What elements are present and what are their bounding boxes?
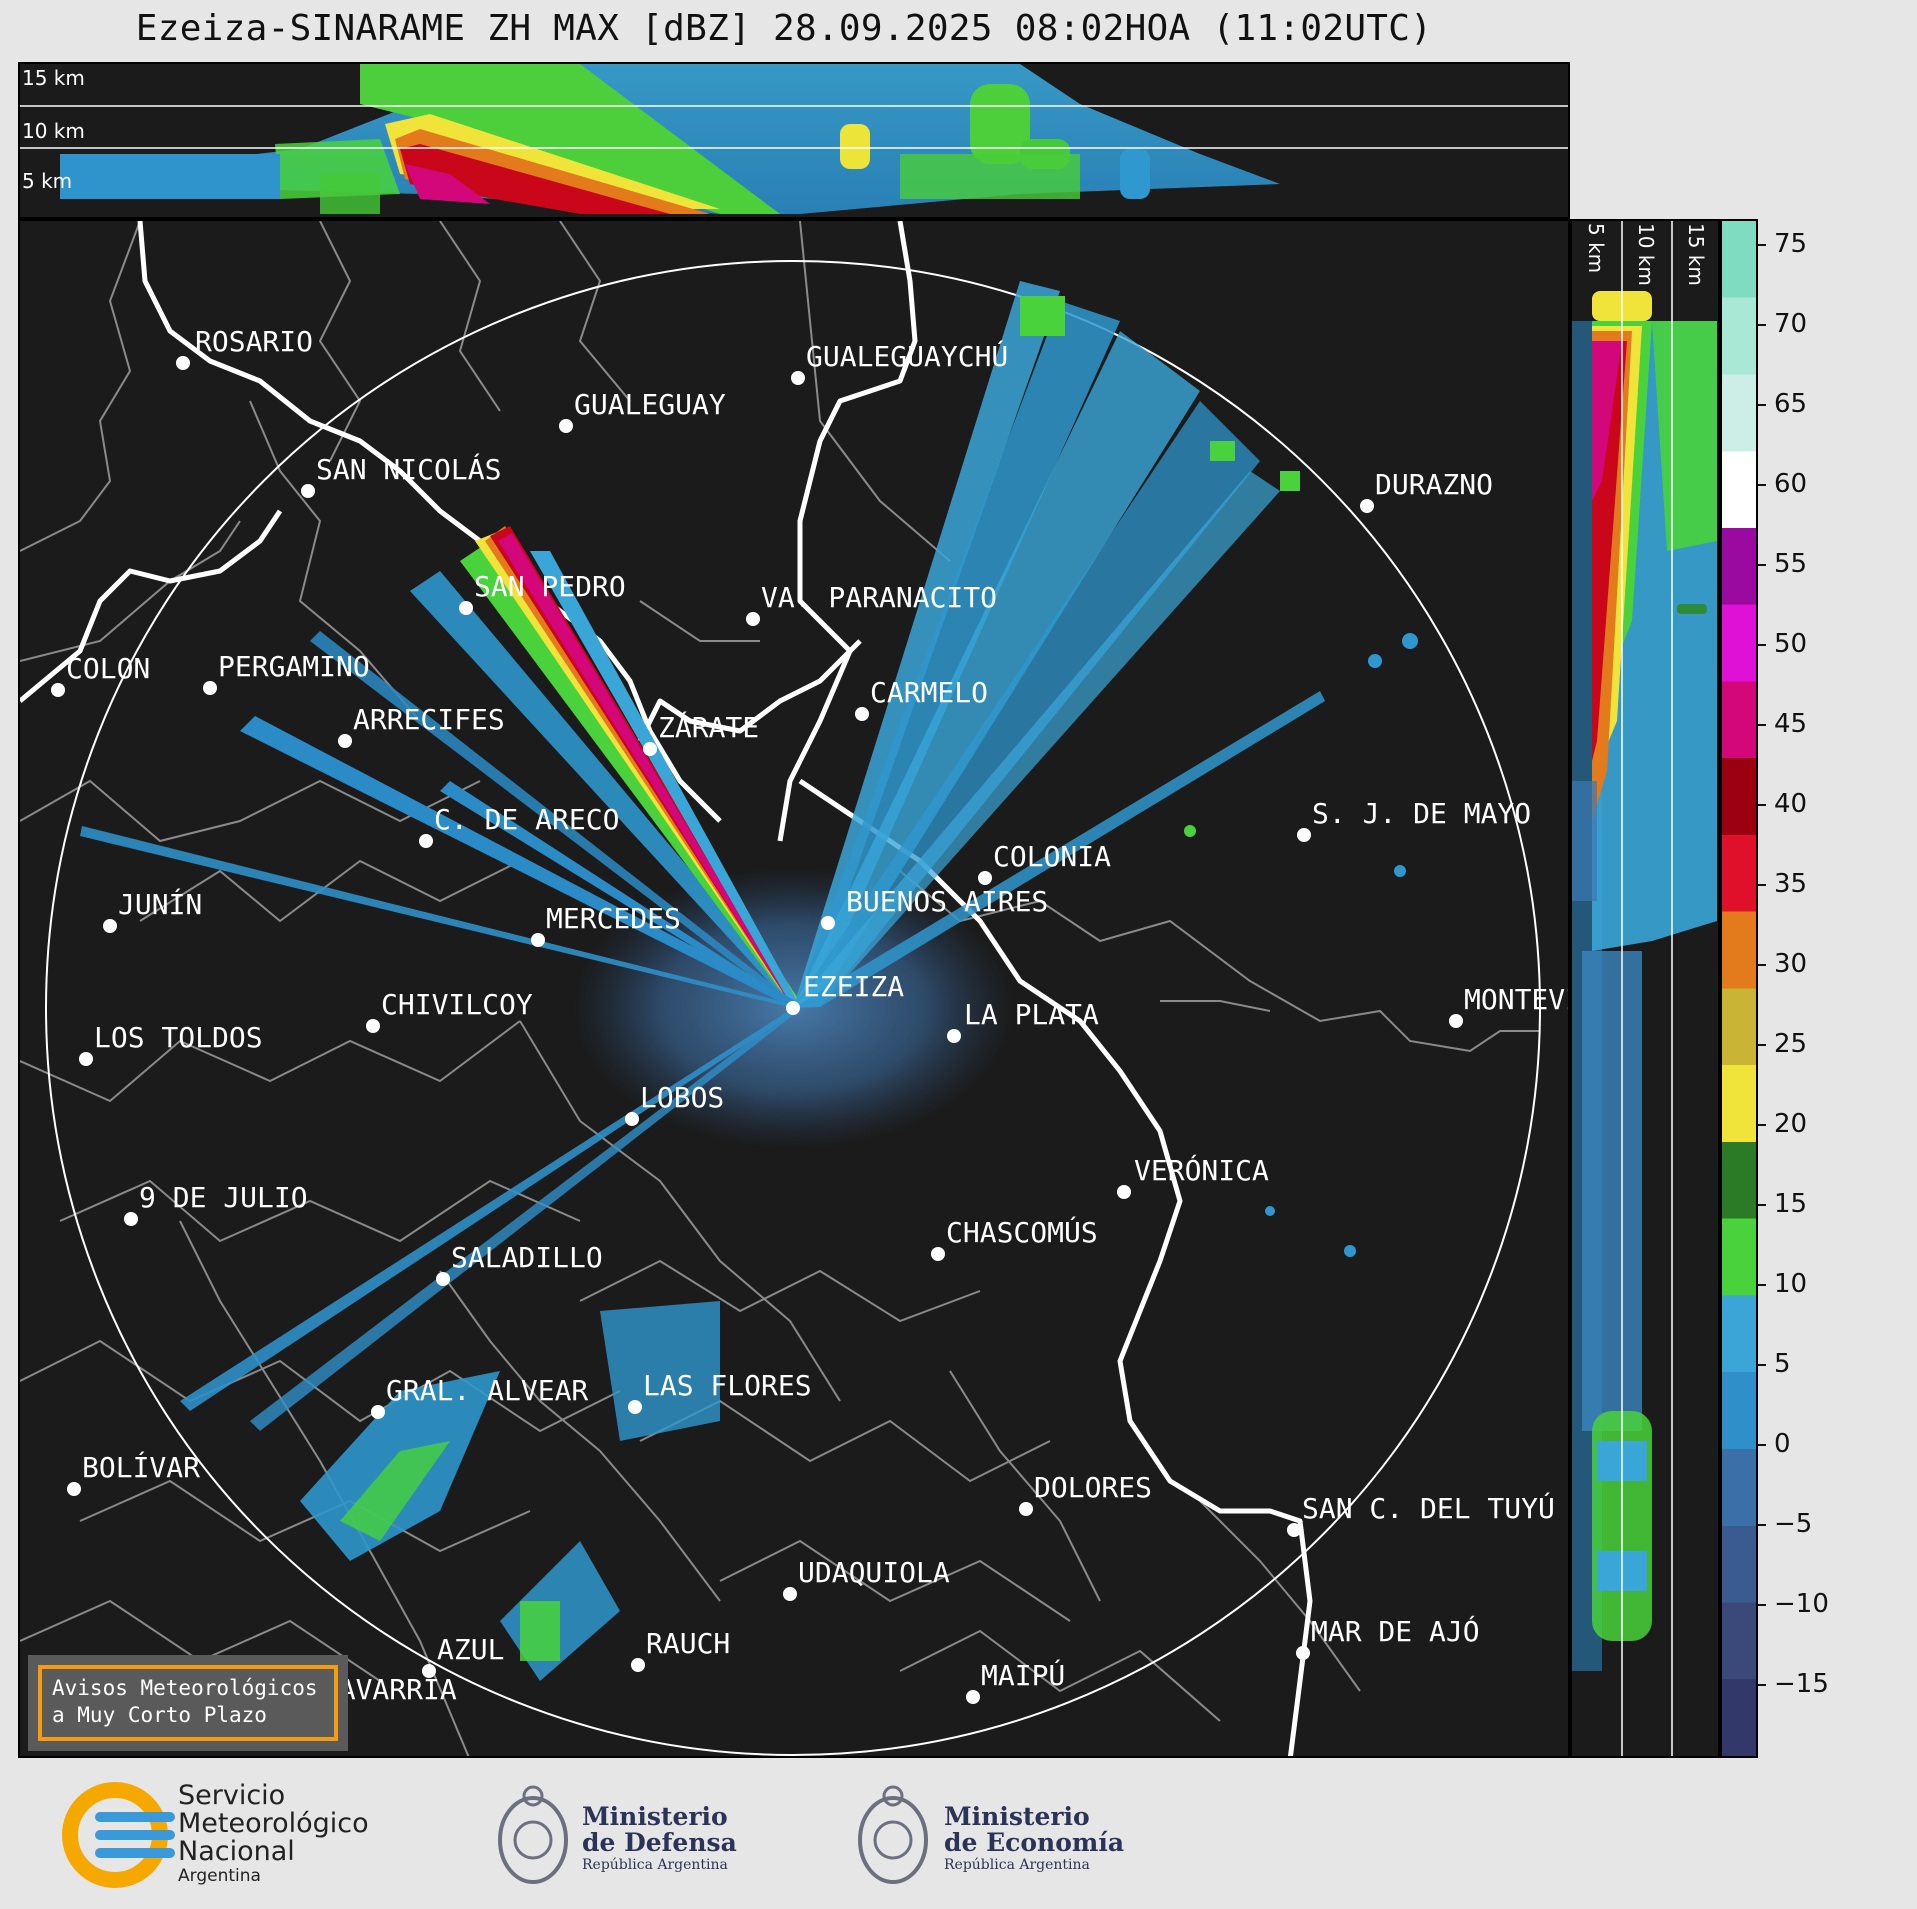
colorbar-tick: 30 — [1757, 949, 1807, 979]
side-height-label-15km: 15 km — [1684, 223, 1708, 286]
smn-logo-icon — [62, 1782, 175, 1888]
chart-title: Ezeiza-SINARAME ZH MAX [dBZ] 28.09.2025 … — [135, 8, 1433, 49]
city-label: ZÁRATE — [658, 710, 759, 744]
coastline-rivers — [20, 221, 1313, 1756]
city-label: CHASCOMÚS — [946, 1215, 1098, 1249]
colorbar-tick: 10 — [1757, 1269, 1807, 1299]
city-label: COLON — [66, 652, 150, 685]
city-label: BOLÍVAR — [82, 1450, 200, 1484]
district-boundaries — [20, 221, 1540, 1756]
city-label: 9 DE JULIO — [139, 1181, 308, 1214]
side-profile-graphic — [1572, 221, 1717, 1756]
city-label: MAIPÚ — [981, 1658, 1065, 1692]
city-label: JUNÍN — [118, 887, 202, 921]
city-label: LA PLATA — [964, 998, 1099, 1031]
city-label: ARRECIFES — [353, 703, 505, 736]
colorbar-tick: −15 — [1758, 1669, 1829, 1699]
city-label: VERÓNICA — [1134, 1153, 1269, 1187]
city-label: UDAQUIOLA — [798, 1556, 950, 1589]
colorbar-tick: 20 — [1757, 1109, 1807, 1139]
economia-seal-icon — [858, 1785, 928, 1884]
city-label: SAN C. DEL TUYÚ — [1302, 1491, 1555, 1525]
city-label: MERCEDES — [546, 902, 681, 935]
city-label: S. J. DE MAYO — [1312, 797, 1531, 830]
avisos-line2: a Muy Corto Plazo — [52, 1703, 267, 1727]
vertical-cross-section-side: 5 km 10 km 15 km — [1570, 219, 1720, 1758]
side-height-label-10km: 10 km — [1634, 223, 1658, 286]
smn-logo-text: Servicio Meteorológico Nacional Argentin… — [178, 1780, 369, 1887]
colorbar-tick: 65 — [1757, 389, 1807, 419]
vertical-cross-section-top: 15 km 10 km 5 km — [18, 62, 1570, 219]
defensa-seal-icon — [498, 1785, 568, 1884]
footer-logos-graphic — [62, 1782, 928, 1888]
colorbar-tick: 0 — [1758, 1429, 1791, 1459]
economia-logo-text: Ministerio de Economía República Argenti… — [944, 1802, 1125, 1874]
colorbar-tick: 60 — [1757, 469, 1807, 499]
colorbar-tick: −5 — [1757, 1509, 1812, 1539]
city-label: EZEIZA — [803, 970, 904, 1003]
radar-map-graphic: ROSARIO GUALEGUAYCHÚ GUALEGUAY SAN NICOL… — [20, 221, 1570, 1756]
range-ring — [45, 260, 1541, 1756]
city-label: AZUL — [437, 1633, 504, 1666]
city-label: LOBOS — [640, 1081, 724, 1114]
city-label: PERGAMINO — [218, 650, 370, 683]
city-label: CHIVILCOY — [381, 988, 533, 1021]
city-label: C. DE ARECO — [434, 803, 619, 836]
city-label: ROSARIO — [195, 325, 313, 358]
city-label: BUENOS AIRES — [846, 885, 1048, 918]
city-label: DURAZNO — [1375, 468, 1493, 501]
defensa-logo-text: Ministerio de Defensa República Argentin… — [582, 1802, 737, 1874]
dbz-colorbar — [1720, 219, 1758, 1758]
footer: Servicio Meteorológico Nacional Argentin… — [0, 1760, 1917, 1909]
city-label: CARMELO — [870, 676, 988, 709]
city-label: GUALEGUAY — [574, 388, 726, 421]
city-label: GRAL. ALVEAR — [386, 1374, 588, 1407]
colorbar-tick: 35 — [1757, 869, 1807, 899]
colorbar-tick: 55 — [1757, 549, 1807, 579]
city-label: SAN NICOLÁS — [316, 452, 501, 486]
height-label-5km: 5 km — [22, 169, 73, 193]
top-profile-graphic — [20, 64, 1568, 214]
radar-map: ROSARIO GUALEGUAYCHÚ GUALEGUAY SAN NICOL… — [18, 219, 1570, 1758]
colorbar-tick: 45 — [1757, 709, 1807, 739]
height-label-15km: 15 km — [22, 66, 85, 90]
height-label-10km: 10 km — [22, 119, 85, 143]
colorbar-tick: 75 — [1757, 229, 1807, 259]
city-label: DOLORES — [1034, 1471, 1152, 1504]
colorbar-tick: 15 — [1757, 1189, 1807, 1219]
colorbar-tick: 70 — [1757, 309, 1807, 339]
city-markers: ROSARIO GUALEGUAYCHÚ GUALEGUAY SAN NICOL… — [51, 325, 1570, 1718]
city-label: SAN PEDRO — [474, 570, 626, 603]
city-label: LOS TOLDOS — [94, 1021, 263, 1054]
city-label: MAR DE AJÓ — [1311, 1614, 1480, 1648]
city-label: LAS FLORES — [643, 1369, 812, 1402]
avisos-line1: Avisos Meteorológicos — [52, 1676, 318, 1700]
echo-rays-ne — [793, 281, 1325, 1008]
city-label: SALADILLO — [451, 1241, 603, 1274]
city-label: RAUCH — [646, 1627, 730, 1660]
colorbar-tick: 5 — [1758, 1349, 1791, 1379]
side-height-label-5km: 5 km — [1584, 223, 1608, 274]
echo-rays-nnw — [80, 526, 800, 1008]
colorbar-tick: −10 — [1758, 1589, 1829, 1619]
city-label: VA. PARANACITO — [761, 581, 997, 614]
colorbar-tick: 25 — [1757, 1029, 1807, 1059]
city-label: MONTEVIDEO — [1464, 983, 1570, 1016]
avisos-box[interactable]: Avisos Meteorológicos a Muy Corto Plazo — [28, 1655, 348, 1751]
colorbar-tick: 50 — [1757, 629, 1807, 659]
colorbar-tick: 40 — [1757, 789, 1807, 819]
echo-rays-sw — [180, 1008, 796, 1431]
city-label: GUALEGUAYCHÚ — [806, 339, 1008, 373]
city-label: COLONIA — [993, 840, 1111, 873]
